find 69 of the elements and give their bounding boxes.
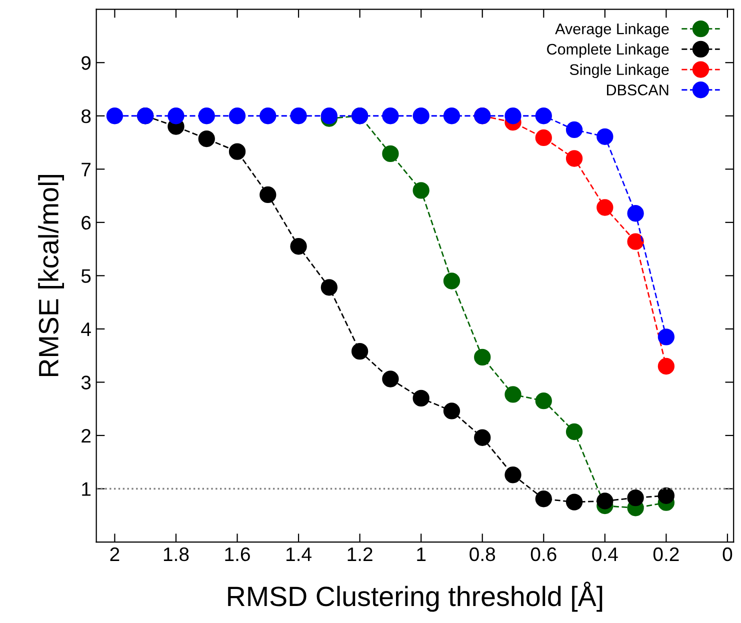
point (627, 205, 644, 222)
point (382, 145, 399, 162)
x-tick-label: 0.8 (470, 547, 496, 562)
y-tick-label: 2 (82, 428, 90, 443)
point (596, 128, 614, 145)
point (382, 370, 399, 388)
point (658, 328, 675, 346)
point (566, 121, 583, 138)
point (443, 272, 460, 290)
x-tick-label: 0.2 (653, 547, 679, 562)
point (535, 392, 552, 410)
point (443, 402, 460, 420)
point (474, 348, 491, 366)
x-tick-label: 0.6 (530, 547, 556, 562)
point (474, 429, 491, 446)
point (504, 466, 522, 484)
legend-label: DBSCAN (607, 84, 668, 96)
x-tick-label: 1.6 (225, 547, 250, 562)
point (504, 108, 522, 124)
y-tick-label: 8 (82, 109, 91, 124)
x-axis-title: RMSD Clustering threshold [Å] (228, 582, 602, 612)
point (412, 108, 430, 124)
x-tick-label: 1.4 (286, 548, 312, 561)
point (535, 490, 552, 508)
point (198, 108, 215, 124)
legend-label: Average Linkage (555, 23, 669, 38)
point (566, 150, 583, 167)
point (351, 342, 368, 360)
point (260, 186, 276, 204)
y-axis-title: RMSE [kcal/mol] (38, 175, 64, 376)
x-tick-label: 0 (722, 547, 732, 562)
point (443, 108, 460, 124)
x-tick-label: 1.2 (348, 547, 372, 561)
y-tick-label: 9 (82, 56, 91, 70)
y-tick-label: 4 (81, 322, 91, 336)
y-tick-label: 3 (81, 376, 91, 390)
point (228, 143, 246, 160)
point (658, 358, 675, 375)
x-tick-label: 2 (110, 547, 120, 561)
x-tick-label: 0.4 (592, 547, 618, 562)
point (596, 199, 614, 216)
legend-label: Complete Linkage (547, 43, 669, 58)
point (228, 108, 246, 124)
y-tick-label: 5 (81, 269, 91, 283)
point (290, 238, 307, 255)
point (627, 233, 644, 250)
point (382, 108, 399, 124)
point (106, 108, 124, 124)
point (566, 423, 583, 440)
point (320, 279, 338, 296)
point (168, 108, 184, 124)
point (290, 108, 307, 124)
legend-label: Single Linkage (570, 64, 669, 78)
point (596, 492, 614, 510)
point (412, 390, 430, 407)
x-tick-label: 1.8 (164, 547, 189, 562)
x-tick-label: 1 (417, 548, 426, 561)
y-tick-label: 1 (82, 482, 91, 496)
point (504, 386, 522, 403)
point (627, 489, 644, 506)
point (658, 487, 675, 504)
point (535, 108, 552, 124)
point (412, 182, 430, 199)
point (260, 108, 276, 124)
y-tick-label: 6 (82, 216, 91, 230)
point (198, 130, 215, 148)
point (566, 494, 583, 510)
y-tick-label: 7 (82, 162, 90, 176)
point (535, 129, 552, 146)
